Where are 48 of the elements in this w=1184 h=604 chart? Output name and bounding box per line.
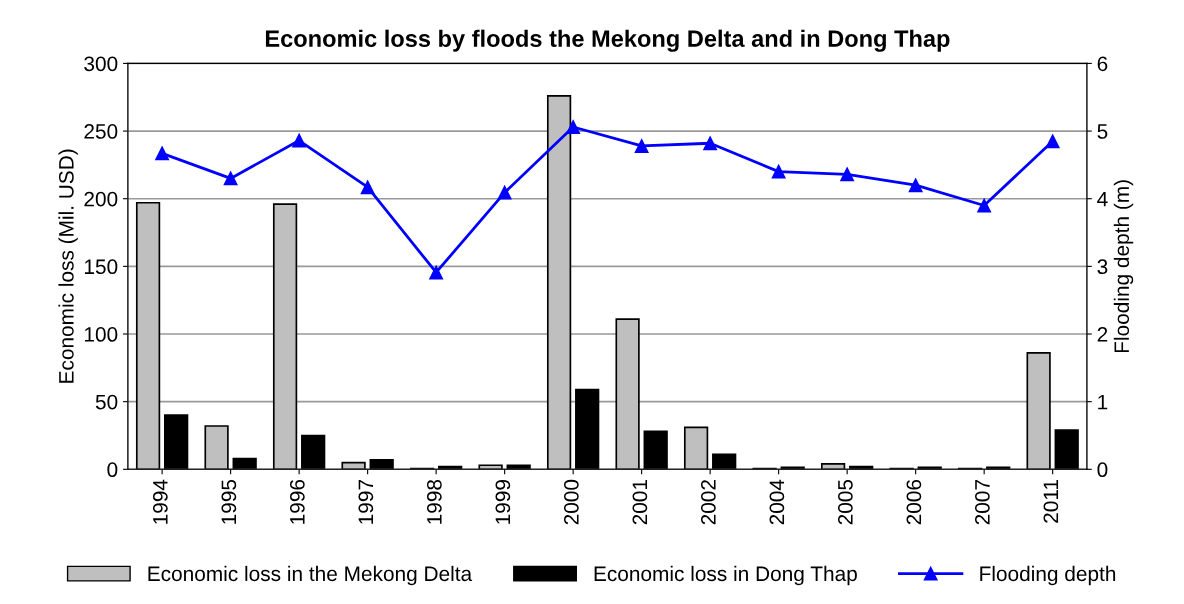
x-tick-label: 2007 — [975, 480, 990, 525]
point — [908, 178, 923, 193]
y2-tick-label: 2 — [1097, 327, 1108, 342]
x-tick-label: 2011 — [1043, 480, 1059, 523]
x-tick-label: 1996 — [289, 479, 305, 524]
point — [429, 265, 444, 280]
y-tick-label: 300 — [84, 56, 118, 72]
y2-tick-label: 1 — [1098, 394, 1108, 410]
x-tick-label: 2004 — [769, 479, 785, 525]
point — [155, 146, 170, 161]
x-tick-label: 1995 — [221, 479, 237, 524]
point — [566, 120, 581, 134]
y2-tick-label: 4 — [1097, 191, 1108, 207]
point — [771, 164, 786, 179]
y2-tick-label: 0 — [1097, 462, 1108, 478]
y2-tick-label: 6 — [1097, 56, 1108, 72]
point — [840, 167, 855, 182]
point — [497, 185, 512, 200]
y2-tick-label: 3 — [1097, 259, 1108, 275]
x-tick-label: 2002 — [700, 480, 716, 525]
x-tick-label: 2006 — [906, 479, 922, 525]
point — [223, 171, 238, 186]
y-tick-label: 100 — [84, 327, 118, 342]
y2-tick-label: 5 — [1097, 124, 1108, 139]
y-axis-title: Economic loss (Mil. USD) — [58, 149, 78, 383]
point — [634, 139, 649, 153]
x-tick-label: 1994 — [152, 479, 168, 524]
x-tick-label: 1999 — [495, 480, 511, 524]
y-tick-label: 50 — [95, 394, 118, 410]
y-tick-label: 150 — [84, 259, 118, 275]
x-tick-label: 1997 — [358, 480, 374, 524]
y2-axis-title: Flooding depth (m) — [1113, 180, 1134, 353]
legend-label: Economic loss in the Mekong Delta — [148, 565, 473, 586]
point — [703, 136, 718, 151]
legend-label: Flooding depth — [980, 565, 1116, 586]
x-tick-label: 1998 — [426, 479, 442, 524]
y-tick-label: 200 — [84, 191, 118, 207]
x-tick-label: 2005 — [837, 479, 853, 525]
legend-label: Economic loss in Dong Thap — [594, 565, 857, 586]
chart-title: Economic loss by floods the Mekong Delta and in Dong Thap — [265, 29, 950, 52]
y-tick-label: 250 — [84, 124, 118, 139]
point — [292, 133, 307, 148]
y-tick-label: 0 — [107, 462, 118, 478]
point — [360, 180, 375, 195]
point — [1045, 134, 1060, 149]
x-tick-label: 2001 — [632, 480, 648, 525]
point — [977, 198, 992, 213]
x-tick-label: 2000 — [563, 479, 579, 525]
